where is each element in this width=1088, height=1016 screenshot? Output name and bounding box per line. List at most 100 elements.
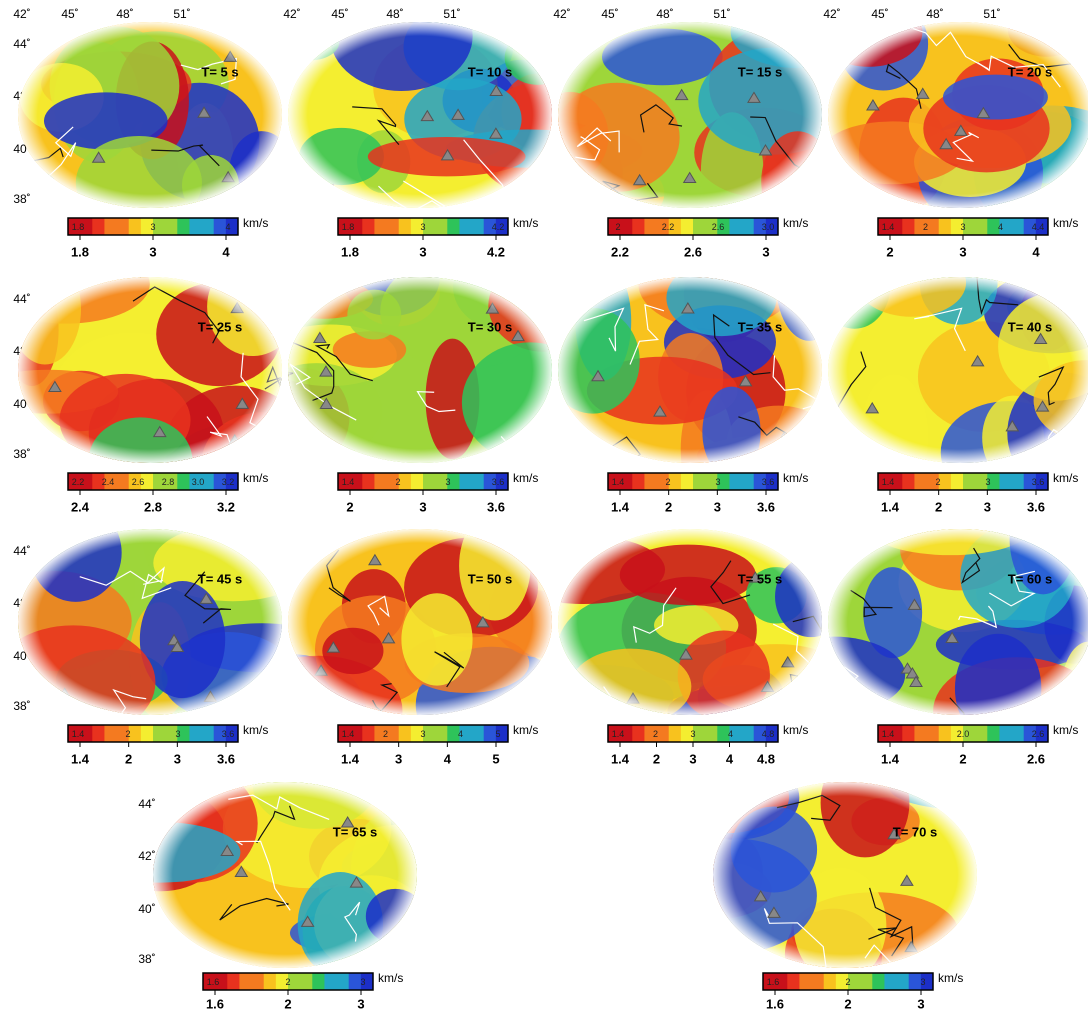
colorbar-tick-label: 3 [395, 751, 402, 766]
border-line [11, 664, 29, 689]
colorbar-segment [104, 218, 117, 235]
colorbar-inner-label: 3 [960, 222, 965, 232]
colorbar-tick-label: 3 [357, 996, 364, 1011]
colorbar-tick-label: 3 [419, 244, 426, 259]
map-edge-fade [288, 22, 552, 208]
colorbar-segment [632, 725, 645, 742]
latitude-label: 38˚ [13, 192, 30, 206]
colorbar-segment [104, 725, 117, 742]
colorbar-segment [939, 218, 952, 235]
colorbar-segment [399, 473, 412, 490]
colorbar-tick-label: 2 [886, 244, 893, 259]
longitude-label: 51˚ [983, 7, 1000, 21]
station [245, 185, 257, 195]
period-label: T= 10 s [468, 64, 512, 79]
colorbar-unit: km/s [1053, 216, 1078, 230]
colorbar-tick-label: 2 [125, 751, 132, 766]
colorbar-tick-label: 1.4 [71, 751, 90, 766]
colorbar-segment [681, 473, 694, 490]
colorbar-inner-label: 5 [495, 729, 500, 739]
colorbar-segment [459, 473, 472, 490]
period-label: T= 55 s [738, 571, 782, 586]
colorbar-segment [472, 725, 485, 742]
colorbar-tick-label: 3 [984, 499, 991, 514]
colorbar-tick-label: 3.2 [217, 499, 235, 514]
colorbar-tick-label: 3.6 [757, 499, 775, 514]
map-edge-fade [558, 277, 822, 463]
colorbar-segment [399, 725, 412, 742]
colorbar-inner-label: 4 [458, 729, 463, 739]
period-label: T= 30 s [468, 319, 512, 334]
colorbar-inner-label: 2 [845, 977, 850, 987]
colorbar-segment [177, 473, 190, 490]
colorbar-inner-label: 2 [285, 977, 290, 987]
colorbar-segment [975, 218, 988, 235]
colorbar-segment [1012, 473, 1025, 490]
colorbar-segment [117, 473, 130, 490]
colorbar-segment [999, 725, 1012, 742]
border-line [540, 694, 569, 699]
colorbar-segment [129, 218, 142, 235]
colorbar-segment [92, 725, 105, 742]
longitude-label: 51˚ [713, 7, 730, 21]
colorbar-inner-label: 3.6 [492, 477, 505, 487]
colorbar-tick-label: 1.4 [881, 751, 900, 766]
longitude-label: 42˚ [553, 7, 570, 21]
colorbar-inner-label: 4 [225, 222, 230, 232]
colorbar-tick-label: 3 [762, 244, 769, 259]
colorbar-inner-label: 2 [383, 729, 388, 739]
colorbar-segment [927, 218, 940, 235]
colorbar-inner-label: 2 [665, 477, 670, 487]
latitude-label: 44˚ [13, 292, 30, 306]
colorbar-tick-label: 2.4 [71, 499, 90, 514]
longitude-label: 48˚ [926, 7, 943, 21]
colorbar-tick-label: 2 [959, 751, 966, 766]
colorbar-inner-label: 2.6 [1032, 729, 1045, 739]
colorbar-segment [884, 973, 897, 990]
period-label: T= 15 s [738, 64, 782, 79]
colorbar-tick-label: 1.4 [341, 751, 360, 766]
colorbar-inner-label: 2.2 [662, 222, 675, 232]
colorbar-segment [975, 725, 988, 742]
colorbar-segment [729, 473, 742, 490]
colorbar-tick-label: 2.6 [1027, 751, 1045, 766]
colorbar-inner-label: 2 [395, 477, 400, 487]
colorbar-inner-label: 2.6 [132, 477, 145, 487]
longitude-label: 42˚ [283, 7, 300, 21]
colorbar-tick-label: 2 [844, 996, 851, 1011]
colorbar-unit: km/s [378, 971, 403, 985]
colorbar-segment [324, 973, 337, 990]
longitude-label: 48˚ [116, 7, 133, 21]
colorbar-tick-label: 4.2 [487, 244, 505, 259]
map-edge-fade [153, 782, 417, 968]
colorbar-segment [742, 218, 755, 235]
period-label: T= 20 s [1008, 64, 1052, 79]
colorbar-segment [447, 218, 460, 235]
period-label: T= 65 s [333, 824, 377, 839]
longitude-label: 45˚ [61, 7, 78, 21]
colorbar-segment [939, 725, 952, 742]
colorbar-inner-label: 2.2 [72, 477, 85, 487]
colorbar-inner-label: 2.4 [102, 477, 115, 487]
colorbar-tick-label: 3 [714, 499, 721, 514]
colorbar-segment [300, 973, 313, 990]
colorbar-segment [1012, 725, 1025, 742]
colorbar-segment [459, 218, 472, 235]
map-edge-fade [18, 277, 282, 463]
colorbar-inner-label: 1.4 [612, 477, 625, 487]
map-edge-fade [558, 529, 822, 715]
colorbar-inner-label: 3.2 [222, 477, 235, 487]
colorbar-segment [693, 218, 706, 235]
latitude-label: 38˚ [13, 699, 30, 713]
colorbar-segment [963, 473, 976, 490]
border-line [925, 947, 964, 970]
colorbar-segment [141, 725, 154, 742]
colorbar-segment [669, 473, 682, 490]
colorbar-inner-label: 3 [360, 977, 365, 987]
colorbar-inner-label: 4.8 [762, 729, 775, 739]
colorbar-segment [914, 473, 927, 490]
colorbar-segment [411, 473, 424, 490]
colorbar-tick-label: 3 [174, 751, 181, 766]
colorbar-segment [214, 218, 227, 235]
colorbar-segment [202, 218, 215, 235]
